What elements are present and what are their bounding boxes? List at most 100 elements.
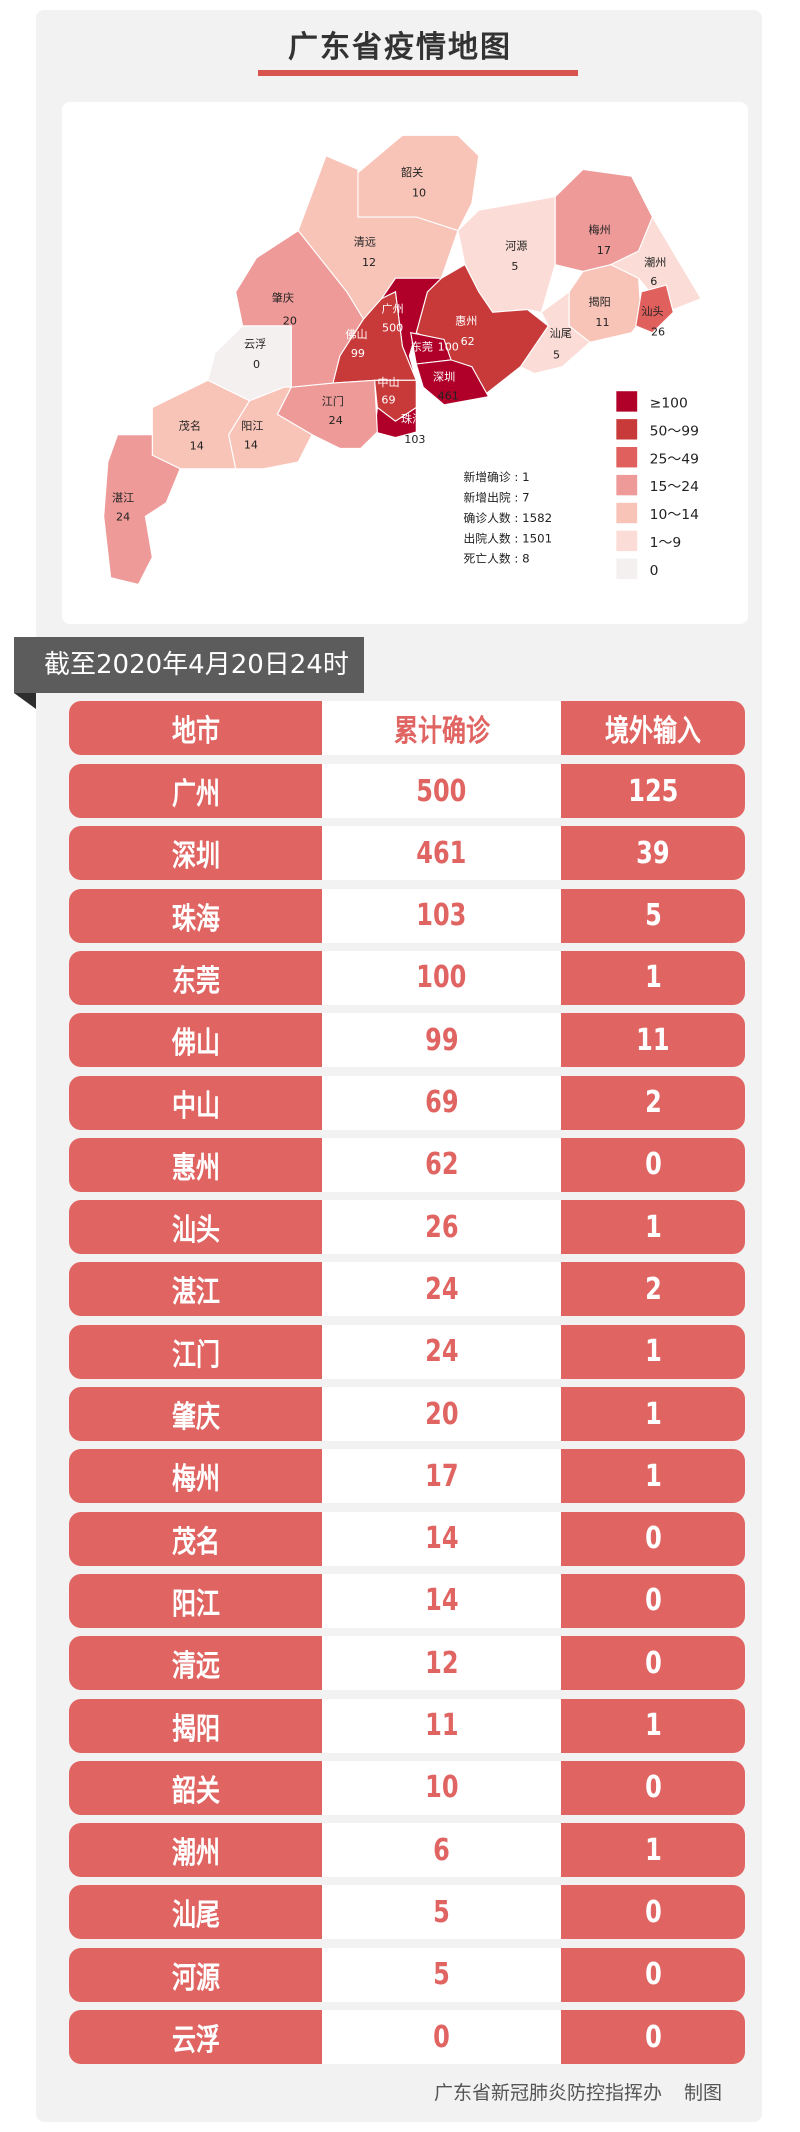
region-label: 河源 (505, 239, 527, 253)
cell-text: 24 (424, 1271, 459, 1307)
stat-value: 1582 (522, 511, 552, 525)
table-row: 清远 12 0 (69, 1636, 745, 1691)
imported-cases-cell: 1 (561, 1449, 745, 1504)
cell-text: 地市 (171, 714, 220, 749)
cell-text: 0 (644, 2019, 662, 2055)
cell-text: 境外输入 (605, 714, 701, 749)
total-cases-cell: 11 (322, 1698, 561, 1753)
imported-cases-cell: 0 (561, 1137, 745, 1192)
cell-text: 11 (424, 1708, 459, 1743)
cell-text: 5 (433, 1957, 450, 1993)
city-cell: 阳江 (69, 1573, 322, 1628)
city-cell: 地市 (69, 701, 322, 755)
region-label: 云浮 (244, 338, 266, 351)
cell-text: 14 (424, 1521, 459, 1557)
table-row: 潮州 6 1 (69, 1823, 745, 1878)
region-label: 汕头 (641, 305, 663, 318)
total-cases-cell: 26 (322, 1200, 561, 1255)
legend-swatch (616, 391, 638, 412)
cell-text: 39 (636, 835, 670, 871)
imported-cases-cell: 0 (561, 2010, 745, 2064)
table-row: 东莞 100 1 (69, 950, 745, 1005)
cell-text: 湛江 (171, 1275, 220, 1311)
imported-cases-cell: 1 (561, 1387, 745, 1441)
region-label: 珠海 (401, 412, 423, 426)
total-cases-cell: 12 (322, 1636, 561, 1691)
footer-suffix: 制图 (683, 2082, 722, 2104)
legend-swatch (616, 530, 638, 552)
region-value: 500 (382, 321, 403, 334)
region-label: 肇庆 (272, 291, 294, 305)
region-label: 东莞 (411, 340, 433, 353)
legend-swatch (616, 419, 638, 440)
title-underline (258, 70, 578, 76)
imported-cases-cell: 2 (561, 1075, 745, 1130)
cell-text: 肇庆 (171, 1400, 220, 1435)
total-cases-cell: 0 (322, 2010, 561, 2064)
cell-text: 5 (433, 1894, 450, 1930)
region-value: 26 (651, 326, 665, 339)
cell-text: 99 (424, 1022, 459, 1058)
cell-text: 梅州 (171, 1462, 220, 1498)
cell-text: 惠州 (171, 1150, 220, 1186)
legend-label: 25～49 (650, 451, 699, 467)
cell-text: 阳江 (171, 1586, 220, 1622)
cell-text: 103 (416, 898, 467, 934)
cell-text: 东莞 (171, 963, 220, 999)
total-cases-cell: 5 (322, 1885, 561, 1940)
region-value: 5 (511, 260, 518, 273)
legend-label: 0 (650, 563, 659, 579)
region-label: 清远 (354, 236, 376, 249)
cell-text: 佛山 (171, 1026, 220, 1062)
imported-cases-cell: 0 (561, 1760, 745, 1815)
city-cell: 深圳 (69, 826, 322, 881)
cell-text: 1 (644, 1832, 662, 1868)
legend-label: 15～24 (650, 479, 699, 495)
stat-line: 出院人数 : 1501 (464, 531, 553, 545)
imported-cases-cell: 125 (561, 764, 745, 818)
region-value: 100 (438, 340, 459, 353)
region-value: 62 (461, 335, 475, 348)
region-value: 5 (553, 349, 560, 362)
table-row: 汕头 26 1 (69, 1200, 745, 1255)
cell-text: 14 (424, 1583, 459, 1619)
imported-cases-cell: 0 (561, 1573, 745, 1628)
cell-text: 1 (644, 1396, 662, 1432)
stat-line: 死亡人数 : 8 (464, 552, 530, 566)
cell-text: 5 (644, 898, 662, 934)
stat-label: 新增出院 (464, 491, 512, 505)
cell-text: 500 (416, 773, 467, 809)
table-row: 江门 24 1 (69, 1324, 745, 1379)
region-label: 汕尾 (550, 327, 572, 340)
cell-text: 中山 (171, 1088, 220, 1124)
imported-cases-cell: 境外输入 (561, 701, 745, 755)
cell-text: 0 (644, 1957, 662, 1993)
city-cell: 广州 (69, 764, 322, 818)
cell-text: 0 (644, 1583, 662, 1619)
imported-cases-cell: 1 (561, 1698, 745, 1753)
footer-credit: 广东省新冠肺炎防控指挥办 制图 (434, 2078, 722, 2105)
cell-text: 0 (644, 1645, 662, 1681)
table-row: 汕尾 5 0 (69, 1885, 745, 1940)
city-cell: 清远 (69, 1636, 322, 1691)
footer-org: 广东省新冠肺炎防控指挥办 (433, 2082, 662, 2104)
city-cell: 汕头 (69, 1200, 322, 1255)
cell-text: 461 (416, 835, 467, 871)
table-row: 广州 500 125 (69, 764, 745, 818)
cell-text: 11 (636, 1022, 670, 1058)
table-row: 深圳 461 39 (69, 826, 745, 881)
table-row: 中山 69 2 (69, 1075, 745, 1130)
region-value: 0 (253, 358, 260, 371)
stat-line: 新增出院 : 7 (464, 491, 530, 505)
city-cell: 河源 (69, 1947, 322, 2002)
cell-text: 广州 (171, 777, 220, 812)
cell-text: 潮州 (171, 1836, 220, 1872)
city-cell: 潮州 (69, 1823, 322, 1878)
region-value: 24 (116, 511, 130, 524)
cell-text: 河源 (171, 1960, 220, 1996)
total-cases-cell: 累计确诊 (322, 701, 561, 755)
cell-text: 累计确诊 (393, 714, 490, 749)
cell-text: 1 (644, 1334, 662, 1370)
stat-line: 确诊人数 : 1582 (464, 511, 553, 525)
cell-text: 韶关 (171, 1773, 220, 1809)
